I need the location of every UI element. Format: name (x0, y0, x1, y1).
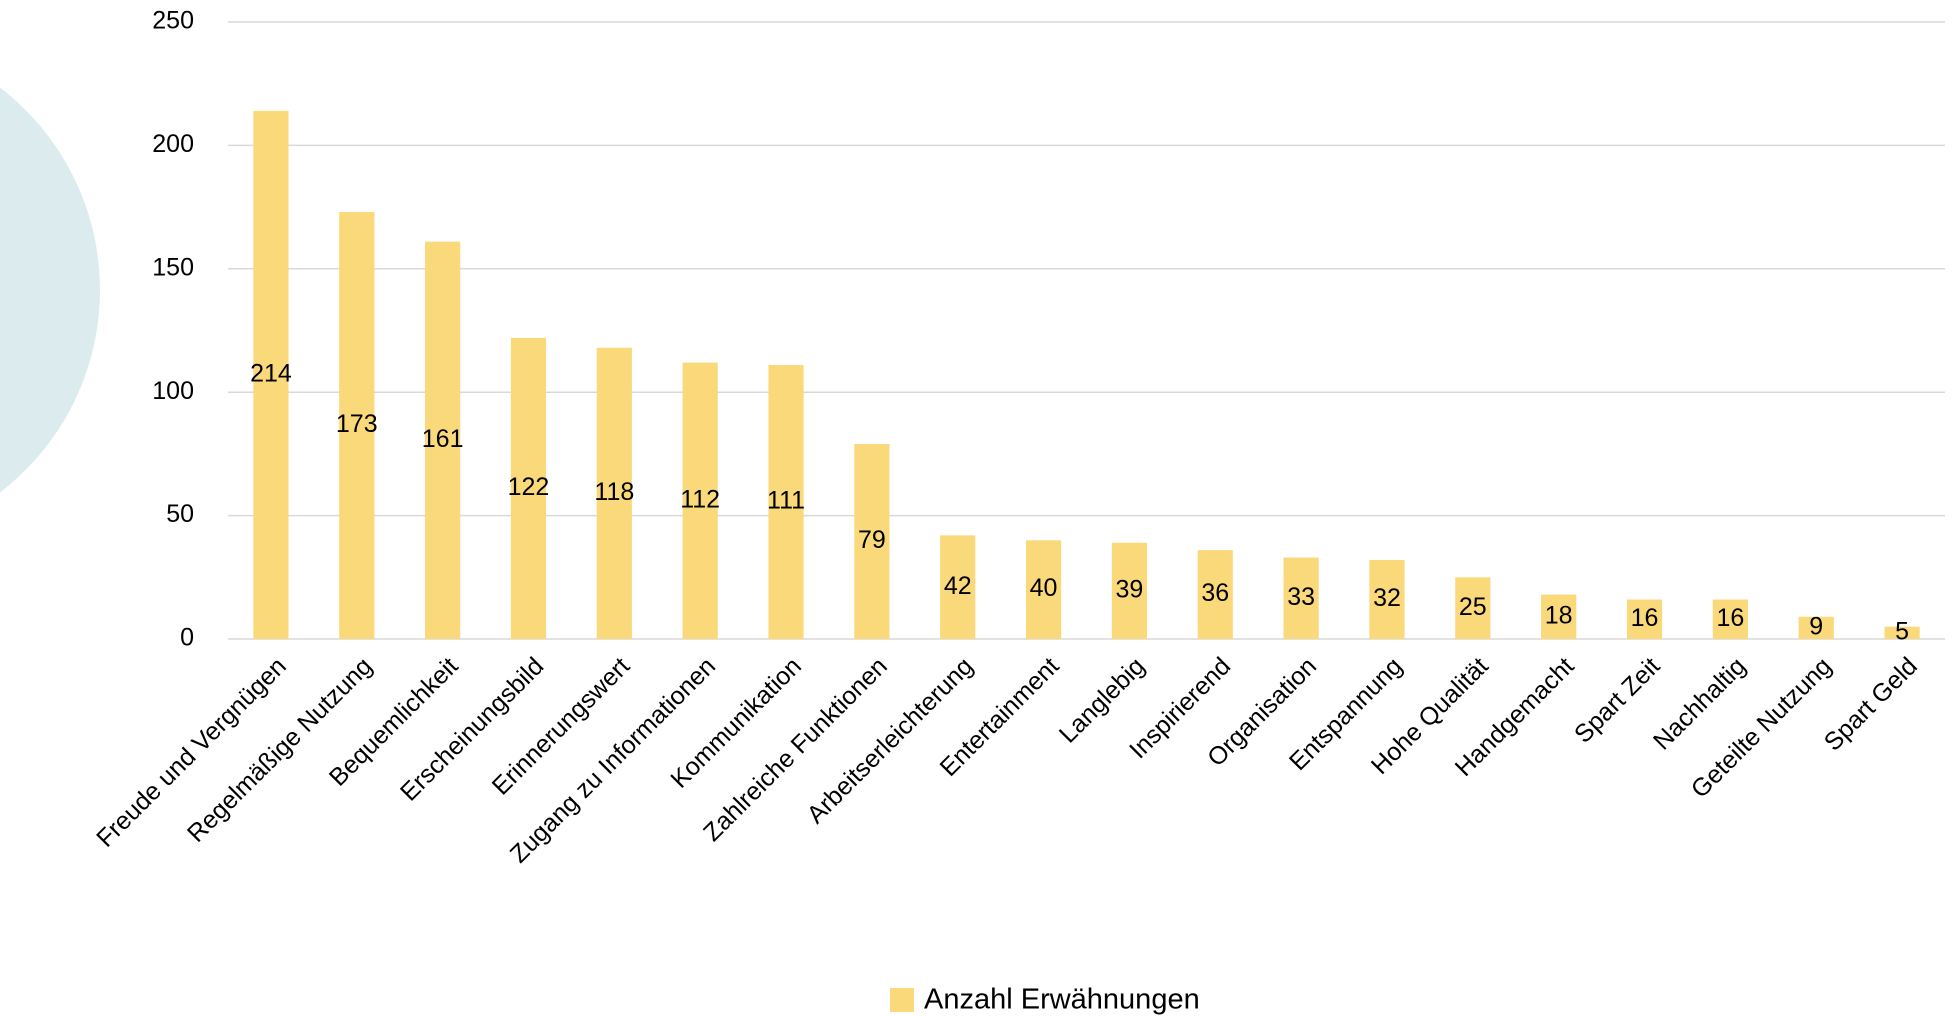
data-label: 122 (508, 473, 550, 501)
bar (253, 110, 289, 639)
x-tick-label: Arbeitserleichterung (802, 652, 979, 829)
y-tick-label: 250 (152, 7, 194, 35)
y-tick-label: 50 (166, 500, 194, 528)
bar (940, 535, 976, 639)
bar (1025, 540, 1062, 639)
legend-swatch (890, 988, 914, 1012)
y-tick-label: 200 (152, 130, 194, 158)
data-label: 161 (422, 425, 464, 453)
bar (510, 337, 547, 639)
data-label: 40 (1030, 574, 1058, 602)
bar (1197, 550, 1233, 639)
data-label: 79 (858, 526, 886, 554)
bar (596, 347, 632, 639)
bar (1455, 577, 1491, 639)
bar (682, 362, 718, 639)
y-tick-label: 0 (180, 624, 194, 652)
bar (1884, 626, 1920, 639)
y-tick-label: 100 (152, 377, 194, 405)
data-label: 111 (767, 487, 805, 515)
legend-label: Anzahl Erwähnungen (924, 984, 1200, 1016)
bar (339, 212, 375, 639)
data-label: 173 (336, 410, 378, 438)
bar (1111, 542, 1148, 639)
data-label: 33 (1287, 583, 1315, 611)
bar (1712, 599, 1748, 639)
data-label: 32 (1373, 584, 1401, 612)
bar (1541, 594, 1577, 639)
bar (1283, 557, 1319, 639)
data-label: 16 (1716, 604, 1744, 632)
data-label: 25 (1459, 593, 1487, 621)
bar (1798, 616, 1834, 639)
bar (425, 241, 461, 640)
bar (768, 365, 804, 639)
data-label: 39 (1116, 575, 1144, 603)
y-tick-label: 150 (152, 253, 194, 281)
data-label: 5 (1895, 617, 1909, 645)
data-label: 9 (1809, 613, 1823, 641)
data-label: 214 (250, 360, 292, 388)
data-label: 112 (680, 485, 720, 513)
data-label: 118 (594, 478, 634, 506)
data-label: 42 (944, 572, 972, 600)
data-label: 16 (1631, 604, 1659, 632)
bar (1369, 560, 1405, 639)
data-label: 36 (1201, 579, 1229, 607)
x-tick-label: Erscheinungsbild (395, 652, 549, 806)
data-label: 18 (1545, 601, 1573, 629)
bar (1626, 599, 1663, 639)
decoration-circle (0, 87, 100, 493)
x-tick-label: Spart Geld (1819, 652, 1923, 756)
bar (854, 444, 890, 639)
